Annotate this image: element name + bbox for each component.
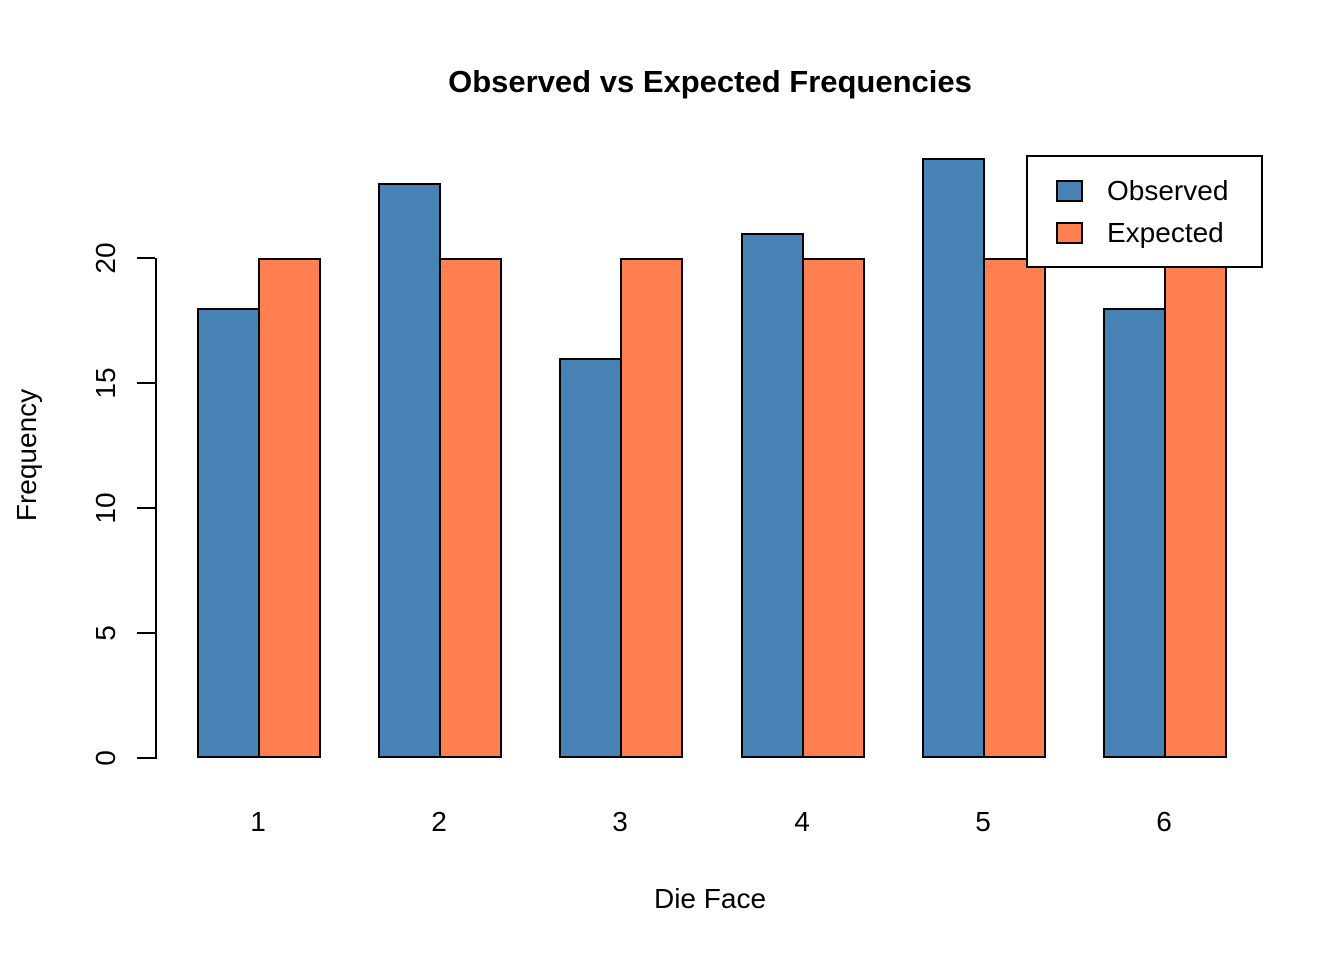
bar-observed-face-1 xyxy=(197,308,260,758)
x-category-label-3: 3 xyxy=(612,806,628,837)
legend-label-expected: Expected xyxy=(1107,216,1224,248)
y-axis-line xyxy=(155,258,157,759)
bar-observed-face-3 xyxy=(559,358,622,758)
legend-swatch-observed xyxy=(1056,179,1083,202)
bar-expected-face-2 xyxy=(439,258,502,758)
y-axis-tick-label-20: 20 xyxy=(90,242,121,274)
y-axis-tick-20 xyxy=(137,257,155,259)
legend-label-observed: Observed xyxy=(1107,174,1229,206)
bar-expected-face-1 xyxy=(258,258,321,758)
bar-expected-face-3 xyxy=(620,258,683,758)
y-axis-tick-10 xyxy=(137,507,155,509)
y-axis-tick-label-5: 5 xyxy=(90,625,121,641)
bar-observed-face-2 xyxy=(378,183,441,758)
bar-expected-face-5 xyxy=(983,258,1046,758)
y-axis-tick-label-15: 15 xyxy=(90,367,121,399)
y-axis-tick-label-10: 10 xyxy=(90,492,121,524)
legend-item-observed: Observed xyxy=(1056,174,1261,206)
x-category-label-2: 2 xyxy=(431,806,447,837)
x-category-label-4: 4 xyxy=(794,806,810,837)
x-category-label-6: 6 xyxy=(1156,806,1172,837)
legend-swatch-expected xyxy=(1056,221,1083,244)
y-axis-tick-15 xyxy=(137,382,155,384)
legend: Observed Expected xyxy=(1026,155,1263,268)
legend-item-expected: Expected xyxy=(1056,216,1261,248)
bar-observed-face-6 xyxy=(1103,308,1166,758)
x-axis-title: Die Face xyxy=(653,883,767,914)
y-axis-tick-label-0: 0 xyxy=(90,750,121,766)
bar-observed-face-5 xyxy=(922,158,985,758)
bar-observed-face-4 xyxy=(741,233,804,758)
x-category-label-1: 1 xyxy=(250,806,266,837)
bar-expected-face-4 xyxy=(802,258,865,758)
y-axis-tick-0 xyxy=(137,757,155,759)
bar-expected-face-6 xyxy=(1164,258,1227,758)
y-axis-tick-5 xyxy=(137,632,155,634)
x-category-label-5: 5 xyxy=(975,806,991,837)
chart-title: Observed vs Expected Frequencies xyxy=(448,64,972,99)
